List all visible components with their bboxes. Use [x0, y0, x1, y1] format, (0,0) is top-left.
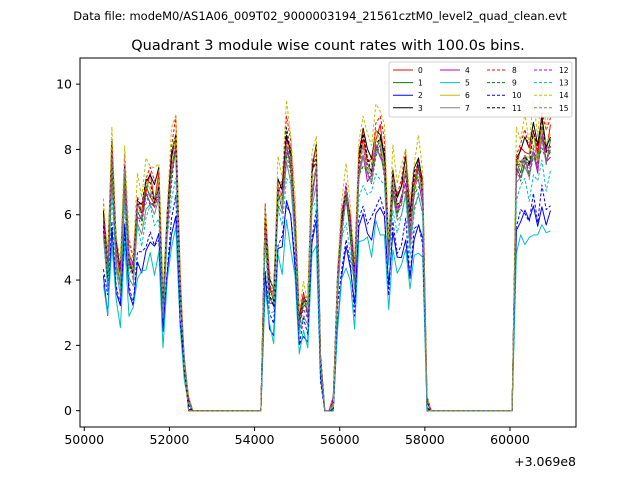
legend-label-7: 7 — [465, 104, 470, 113]
y-tick-label: 8 — [64, 142, 72, 157]
y-axis: 0 2 4 6 8 10 — [56, 77, 80, 418]
x-axis: 50000 52000 54000 56000 58000 60000 — [64, 427, 530, 447]
legend-label-15: 15 — [559, 104, 569, 113]
x-tick-label: 56000 — [320, 432, 360, 447]
chart-title: Quadrant 3 module wise count rates with … — [131, 38, 525, 54]
legend-label-4: 4 — [465, 66, 470, 75]
x-tick-label: 58000 — [405, 432, 445, 447]
x-tick-label: 50000 — [64, 432, 104, 447]
y-tick-label: 0 — [64, 403, 72, 418]
plot-frame — [79, 57, 577, 428]
y-tick-label: 2 — [64, 338, 72, 353]
legend-label-8: 8 — [512, 66, 517, 75]
legend-label-13: 13 — [559, 79, 569, 88]
legend-label-5: 5 — [465, 79, 470, 88]
x-tick-label: 52000 — [150, 432, 190, 447]
series-line-10 — [102, 184, 551, 412]
legend-label-9: 9 — [512, 79, 517, 88]
series-line-15 — [102, 138, 551, 412]
legend-label-1: 1 — [418, 79, 423, 88]
y-tick-label: 10 — [56, 77, 72, 92]
x-tick-label: 60000 — [490, 432, 530, 447]
y-tick-label: 4 — [64, 273, 72, 288]
legend-label-0: 0 — [418, 66, 423, 75]
y-tick-label: 6 — [64, 207, 72, 222]
legend-label-12: 12 — [559, 66, 569, 75]
legend-label-11: 11 — [512, 104, 522, 113]
legend-label-14: 14 — [559, 91, 569, 100]
legend-label-3: 3 — [418, 104, 423, 113]
x-offset-label: +3.069e8 — [514, 454, 576, 469]
chart-suptitle: Data file: modeM0/AS1A06_009T02_90000031… — [73, 9, 567, 23]
legend-label-2: 2 — [418, 91, 423, 100]
legend-label-6: 6 — [465, 91, 470, 100]
series-layer — [102, 85, 551, 412]
legend-box — [388, 61, 573, 118]
legend-label-10: 10 — [512, 91, 522, 100]
x-tick-label: 54000 — [235, 432, 275, 447]
